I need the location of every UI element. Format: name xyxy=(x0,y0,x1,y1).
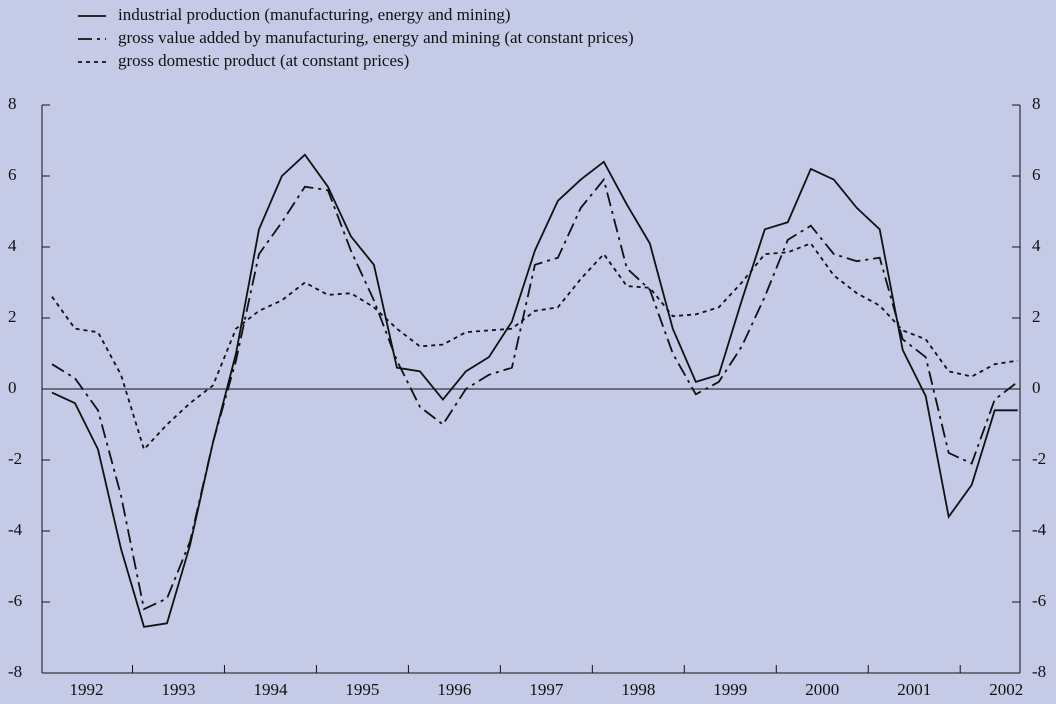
x-tick-label: 1996 xyxy=(437,680,471,699)
x-tick-label: 2001 xyxy=(897,680,931,699)
y2-tick-label: -2 xyxy=(1032,449,1046,468)
legend-label: gross domestic product (at constant pric… xyxy=(118,51,409,70)
x-tick-label: 2000 xyxy=(805,680,839,699)
x-tick-label: 1992 xyxy=(70,680,104,699)
y2-tick-label: 2 xyxy=(1032,307,1041,326)
x-tick-label: 1999 xyxy=(713,680,747,699)
x-tick-label: 2002 xyxy=(989,680,1023,699)
y2-tick-label: 4 xyxy=(1032,236,1041,255)
y-tick-label: -6 xyxy=(8,591,22,610)
y2-tick-label: 0 xyxy=(1032,378,1041,397)
x-tick-label: 1997 xyxy=(529,680,564,699)
series-line xyxy=(51,242,1018,452)
y-tick-label: -2 xyxy=(8,449,22,468)
y-tick-label: 8 xyxy=(8,94,17,113)
y2-tick-label: -8 xyxy=(1032,662,1046,681)
x-tick-label: 1994 xyxy=(253,680,288,699)
x-tick-label: 1993 xyxy=(161,680,195,699)
series-line xyxy=(51,153,1018,628)
legend-label: gross value added by manufacturing, ener… xyxy=(118,28,634,47)
y-tick-label: 4 xyxy=(8,236,17,255)
y2-tick-label: 6 xyxy=(1032,165,1041,184)
y2-tick-label: -6 xyxy=(1032,591,1046,610)
y-tick-label: 6 xyxy=(8,165,17,184)
y-tick-label: -4 xyxy=(8,520,23,539)
y2-tick-label: 8 xyxy=(1032,94,1041,113)
x-tick-label: 1995 xyxy=(345,680,379,699)
y2-tick-label: -4 xyxy=(1032,520,1047,539)
series-line xyxy=(51,177,1019,611)
y-tick-label: 2 xyxy=(8,307,17,326)
y-tick-label: 0 xyxy=(8,378,17,397)
legend-label: industrial production (manufacturing, en… xyxy=(118,5,510,24)
y-tick-label: -8 xyxy=(8,662,22,681)
x-tick-label: 1998 xyxy=(621,680,655,699)
